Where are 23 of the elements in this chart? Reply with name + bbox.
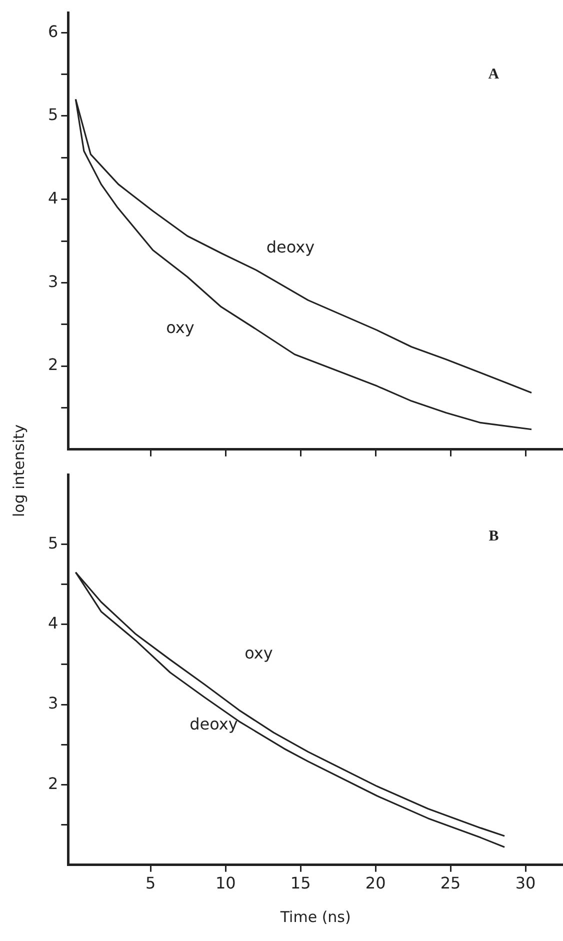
x-tick-label: 10	[215, 874, 236, 893]
series-label: deoxy	[190, 714, 238, 734]
text: oxy	[244, 644, 273, 663]
annotation: A	[488, 66, 500, 82]
y-tick-label: 3	[48, 272, 58, 291]
x-tick-label: 5	[146, 874, 156, 893]
x-axis-title: Time (ns)	[279, 908, 351, 926]
y-tick-label: 5	[48, 533, 58, 552]
y-tick-label: 4	[48, 614, 58, 633]
y-tick-label: 4	[48, 188, 58, 208]
y-tick-label: 5	[48, 105, 58, 124]
y-tick-label: 2	[48, 355, 58, 374]
y-tick-label: 3	[48, 694, 58, 713]
y-tick-label: 2	[48, 774, 58, 793]
x-tick-label: 15	[290, 874, 311, 893]
y-tick-label: 6	[48, 22, 58, 41]
x-tick-label: 20	[365, 874, 386, 893]
x-tick-label: 25	[440, 874, 461, 893]
x-tick-label: 30	[515, 874, 536, 893]
series-label: deoxy	[266, 237, 315, 256]
y-axis-title: log intensity	[10, 424, 28, 516]
series-label: oxy	[166, 318, 194, 338]
annotation: B	[488, 528, 499, 544]
